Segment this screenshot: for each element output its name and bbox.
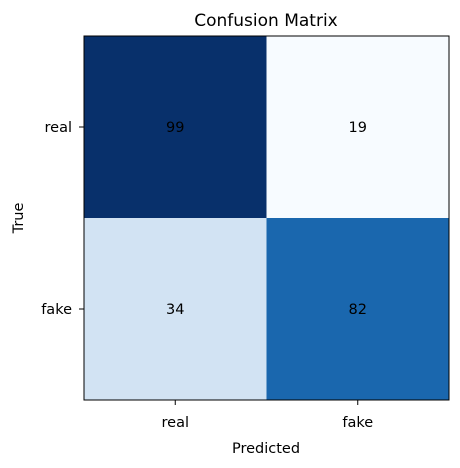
heatmap-cell-fake-real bbox=[84, 218, 267, 401]
y-tick-label-fake: fake bbox=[41, 302, 72, 318]
cell-value-real-fake: 19 bbox=[349, 120, 367, 136]
cell-value-labels: 99 19 34 82 bbox=[166, 120, 367, 318]
chart-title: Confusion Matrix bbox=[194, 11, 338, 31]
cell-value-fake-real: 34 bbox=[166, 302, 184, 318]
x-tick-label-real: real bbox=[162, 415, 189, 431]
heatmap-cell-real-real bbox=[84, 36, 267, 219]
cell-value-fake-fake: 82 bbox=[349, 302, 367, 318]
y-axis-label: True bbox=[11, 203, 27, 235]
heatmap-cells bbox=[84, 36, 450, 401]
x-axis-ticks: real fake bbox=[162, 400, 373, 431]
y-axis-ticks: real fake bbox=[41, 120, 84, 318]
x-tick-label-fake: fake bbox=[342, 415, 373, 431]
cell-value-real-real: 99 bbox=[166, 120, 184, 136]
plot-frame bbox=[83, 35, 450, 401]
heatmap-cell-fake-fake bbox=[266, 218, 450, 401]
x-axis-label: Predicted bbox=[232, 441, 300, 457]
y-tick-label-real: real bbox=[45, 120, 72, 136]
heatmap-cell-real-fake bbox=[266, 36, 450, 219]
